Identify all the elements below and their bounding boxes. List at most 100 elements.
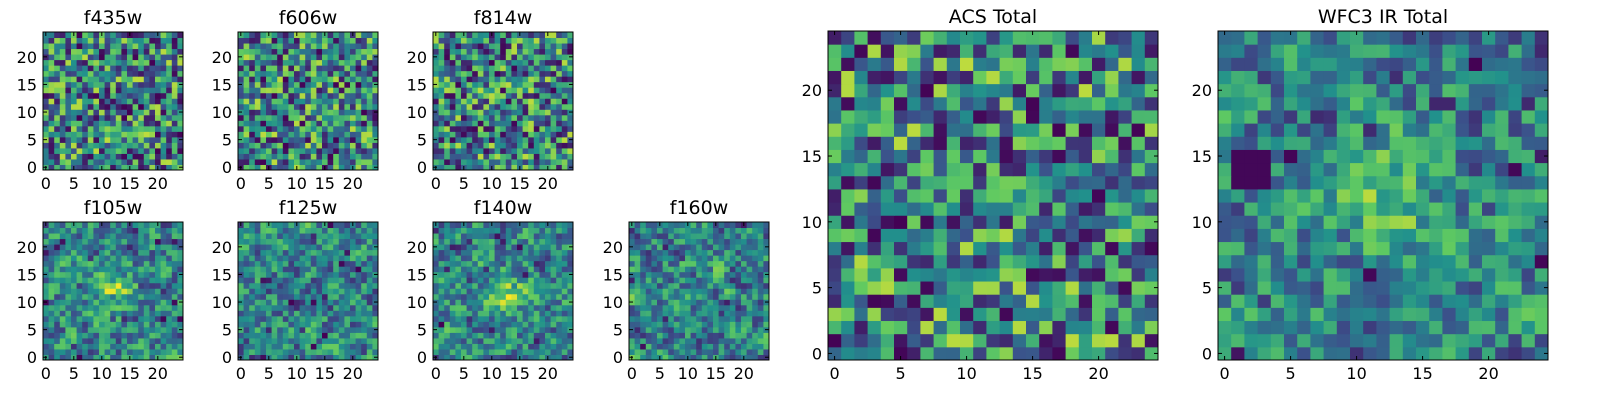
x-tick-label: 20	[538, 364, 558, 383]
heatmap-cell	[361, 32, 368, 39]
heatmap-cell	[138, 32, 145, 39]
heatmap-cell	[735, 337, 742, 344]
heatmap-cell	[350, 98, 357, 105]
heatmap-cell	[93, 147, 100, 154]
heatmap-cell	[477, 315, 484, 322]
heatmap-cell	[550, 76, 557, 83]
heatmap-cell	[729, 315, 736, 322]
heatmap-cell	[489, 266, 496, 273]
heatmap-cell	[841, 281, 855, 295]
heatmap-cell	[121, 43, 128, 50]
heatmap-cell	[366, 233, 373, 240]
y-tick-label: 20	[17, 48, 37, 67]
heatmap-cell	[539, 70, 546, 77]
heatmap-cell	[294, 255, 301, 262]
heatmap-cell	[483, 92, 490, 99]
heatmap-cell	[1065, 202, 1080, 216]
heatmap-cell	[277, 354, 284, 361]
heatmap-cell	[299, 271, 306, 278]
heatmap-cell	[907, 162, 921, 177]
heatmap-cell	[489, 81, 496, 88]
heatmap-cell	[87, 37, 94, 44]
heatmap-cell	[651, 321, 658, 328]
heatmap-cell	[249, 87, 256, 94]
heatmap-cell	[115, 131, 122, 138]
heatmap-cell	[366, 293, 373, 300]
heatmap-cell	[171, 109, 178, 116]
heatmap-cell	[668, 222, 675, 229]
heatmap-cell	[338, 65, 345, 72]
heatmap-cell	[249, 125, 256, 132]
heatmap-cell	[561, 109, 568, 116]
heatmap-cell	[724, 266, 731, 273]
heatmap-cell	[282, 249, 289, 256]
heatmap-cell	[657, 255, 664, 262]
heatmap-cell	[82, 153, 89, 160]
heatmap-cell	[299, 255, 306, 262]
heatmap-cell	[99, 266, 106, 273]
heatmap-cell	[517, 136, 524, 143]
heatmap-cell	[685, 255, 692, 262]
heatmap-cell	[310, 54, 317, 61]
heatmap-cell	[59, 288, 66, 295]
heatmap-cell	[333, 233, 340, 240]
heatmap-cell	[920, 149, 935, 164]
heatmap-cell	[344, 76, 351, 83]
heatmap-cell	[271, 153, 278, 160]
heatmap-cell	[65, 103, 72, 110]
heatmap-cell	[350, 282, 357, 289]
heatmap-cell	[494, 260, 501, 267]
heatmap-cell	[350, 153, 357, 160]
heatmap-cell	[494, 98, 501, 105]
heatmap-cell	[127, 54, 134, 61]
heatmap-cell	[299, 238, 306, 245]
heatmap-cell	[338, 125, 345, 132]
heatmap-cell	[355, 98, 362, 105]
heatmap-cell	[104, 59, 111, 66]
heatmap-cell	[444, 222, 451, 229]
heatmap-cell	[545, 147, 552, 154]
heatmap-cell	[690, 233, 697, 240]
heatmap-cell	[43, 92, 50, 99]
heatmap-cell	[149, 288, 156, 295]
heatmap-cell	[449, 153, 456, 160]
heatmap-cell	[271, 81, 278, 88]
heatmap-cell	[634, 321, 641, 328]
heatmap-cell	[48, 65, 55, 72]
heatmap-cell	[511, 321, 518, 328]
heatmap-cell	[1118, 215, 1133, 229]
heatmap-cell	[299, 260, 306, 267]
heatmap-cell	[449, 348, 456, 355]
heatmap-cell	[260, 299, 267, 306]
heatmap-cell	[260, 37, 267, 44]
heatmap-cell	[696, 299, 703, 306]
heatmap-cell	[305, 315, 312, 322]
heatmap-cell	[556, 109, 563, 116]
heatmap-cell	[294, 348, 301, 355]
heatmap-cell	[166, 70, 173, 77]
heatmap-cell	[668, 332, 675, 339]
heatmap-cell	[973, 188, 987, 203]
heatmap-cell	[104, 158, 111, 165]
heatmap-cell	[567, 70, 574, 77]
heatmap-cell	[567, 321, 574, 328]
y-tick-label: 0	[27, 348, 37, 367]
heatmap-cell	[500, 266, 507, 273]
heatmap-cell	[505, 222, 512, 229]
heatmap-cell	[477, 109, 484, 116]
heatmap-cell	[528, 125, 535, 132]
heatmap-cell	[115, 233, 122, 240]
heatmap-cell	[1026, 281, 1040, 295]
heatmap-cell	[127, 136, 134, 143]
heatmap-cell	[545, 244, 552, 251]
heatmap-cell	[567, 125, 574, 132]
heatmap-cell	[713, 244, 720, 251]
heatmap-cell	[155, 304, 162, 311]
heatmap-cell	[444, 348, 451, 355]
heatmap-cell	[166, 233, 173, 240]
heatmap-cell	[243, 136, 250, 143]
heatmap-cell	[355, 271, 362, 278]
heatmap-cell	[752, 277, 759, 284]
y-tick-label: 0	[27, 158, 37, 177]
heatmap-cell	[517, 321, 524, 328]
